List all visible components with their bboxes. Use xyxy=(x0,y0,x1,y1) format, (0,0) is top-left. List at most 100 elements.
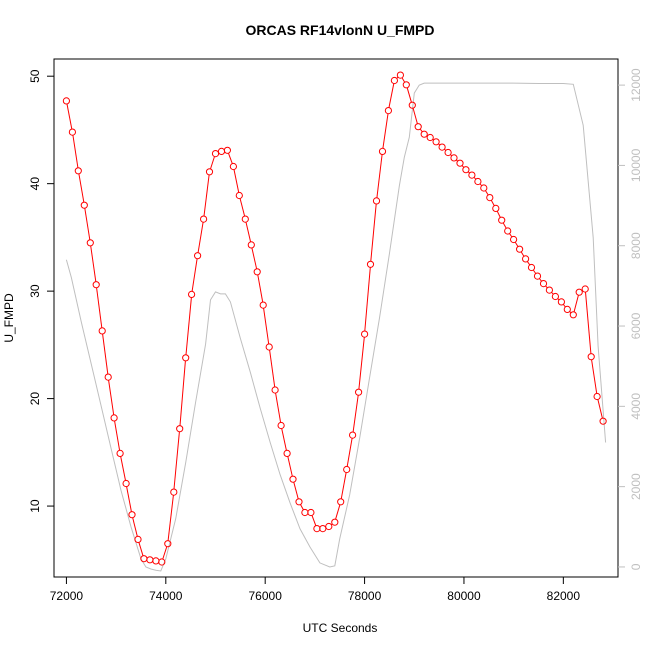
secondary-line xyxy=(65,82,607,572)
data-point xyxy=(563,305,571,313)
data-point xyxy=(402,81,410,89)
primary-line-segment xyxy=(562,303,566,308)
primary-line-segment xyxy=(340,472,347,499)
primary-line-segment xyxy=(311,515,317,526)
data-point xyxy=(80,201,88,209)
data-point xyxy=(152,557,160,565)
data-point xyxy=(211,150,220,158)
plot-frame xyxy=(53,58,619,578)
data-point xyxy=(235,191,243,200)
primary-line-segment xyxy=(233,169,240,193)
data-point xyxy=(349,431,357,439)
data-point xyxy=(587,353,595,361)
data-point xyxy=(182,354,190,362)
primary-line-segment xyxy=(78,173,85,203)
data-point xyxy=(557,298,566,306)
data-point xyxy=(68,128,77,136)
data-point xyxy=(247,241,255,249)
y-tick-label: 10 xyxy=(28,499,42,513)
y2-tick-label: 12000 xyxy=(629,68,643,102)
primary-line-segment xyxy=(597,399,603,419)
primary-line-segment xyxy=(358,337,365,390)
data-point xyxy=(289,475,297,483)
data-point xyxy=(414,123,422,131)
primary-line-segment xyxy=(263,308,270,344)
data-point xyxy=(194,252,202,260)
primary-line-segment xyxy=(573,295,579,312)
data-point xyxy=(176,425,184,433)
data-point xyxy=(355,388,363,396)
data-point xyxy=(432,138,440,146)
data-point xyxy=(295,498,303,506)
primary-line-segment xyxy=(532,269,537,274)
data-point xyxy=(581,285,589,293)
chart-title: ORCAS RF14vlonN U_FMPD xyxy=(245,22,434,38)
primary-line-segment xyxy=(376,154,383,198)
primary-line-segment xyxy=(179,360,186,426)
primary-line-segment xyxy=(275,393,282,423)
data-point xyxy=(384,107,392,115)
data-point xyxy=(337,498,345,506)
data-point xyxy=(98,327,106,335)
x-tick-label: 72000 xyxy=(50,589,84,603)
primary-line-segment xyxy=(520,251,525,257)
primary-line-segment xyxy=(269,350,276,387)
data-point xyxy=(426,133,434,142)
primary-line-segment xyxy=(257,274,264,303)
data-point xyxy=(146,556,154,564)
primary-line-segment xyxy=(108,380,115,415)
series-primary xyxy=(62,71,607,566)
data-point xyxy=(241,215,249,223)
data-point xyxy=(599,417,607,425)
primary-line-segment xyxy=(370,203,377,262)
primary-line-segment xyxy=(245,221,252,243)
data-point xyxy=(378,147,387,155)
primary-line-segment xyxy=(335,504,341,520)
primary-line-segment xyxy=(96,287,103,328)
data-point xyxy=(128,511,136,519)
data-point xyxy=(307,508,315,517)
x-tick-label: 78000 xyxy=(348,589,382,603)
primary-line-segment xyxy=(132,517,138,537)
data-point xyxy=(134,535,142,544)
primary-line-segment xyxy=(239,198,246,217)
data-point xyxy=(527,263,536,272)
data-point xyxy=(74,167,82,175)
primary-line-segment xyxy=(114,420,121,451)
primary-line-segment xyxy=(585,292,592,354)
data-point xyxy=(593,392,601,401)
data-point xyxy=(420,130,428,138)
primary-line-segment xyxy=(514,241,519,247)
primary-line-segment xyxy=(485,190,489,196)
data-point xyxy=(539,280,548,288)
primary-line-segment xyxy=(162,546,168,560)
data-point xyxy=(164,540,172,548)
primary-line-segment xyxy=(406,87,412,103)
data-point xyxy=(504,227,512,235)
data-point xyxy=(372,197,381,205)
y-axis-right: 0 2000 4000 6000 8000 10000 12000 xyxy=(618,68,643,570)
y2-tick-label: 10000 xyxy=(629,148,643,182)
data-point xyxy=(229,162,237,171)
y2-tick-label: 8000 xyxy=(629,232,643,259)
x-tick-label: 74000 xyxy=(149,589,183,603)
data-point xyxy=(456,159,464,167)
primary-line-segment xyxy=(352,395,359,433)
data-point xyxy=(188,290,196,298)
data-point xyxy=(516,245,524,253)
data-point xyxy=(170,488,178,496)
data-point xyxy=(408,101,416,109)
primary-line-segment xyxy=(364,267,371,332)
y2-tick-label: 2000 xyxy=(629,473,643,500)
primary-line-segment xyxy=(66,103,73,130)
data-point xyxy=(86,239,94,247)
data-point xyxy=(390,76,398,85)
data-point xyxy=(569,311,577,319)
data-point xyxy=(313,525,321,533)
series-secondary xyxy=(65,82,607,572)
primary-line-segment xyxy=(102,333,109,375)
data-point xyxy=(158,558,166,566)
y-axis-left: 10 20 30 40 50 xyxy=(28,69,54,513)
primary-line-segment xyxy=(126,486,132,512)
data-point xyxy=(319,525,327,533)
